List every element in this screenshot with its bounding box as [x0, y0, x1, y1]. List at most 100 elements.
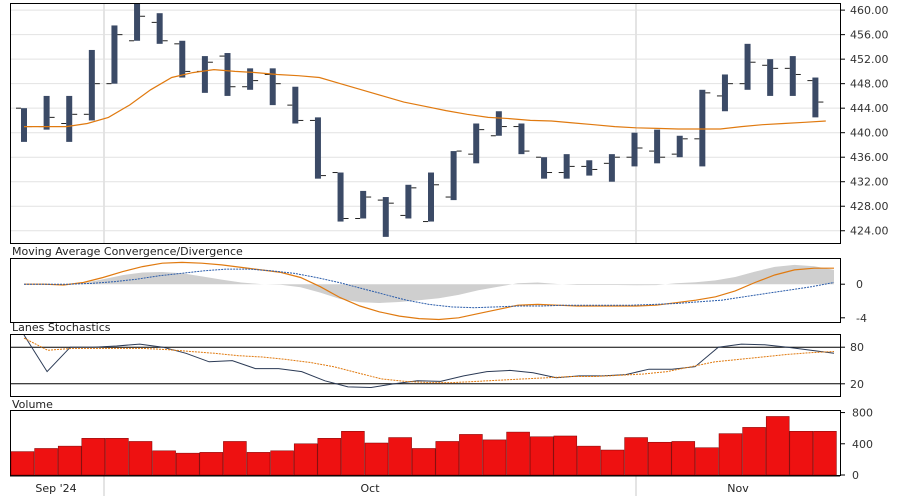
ohlc-bar — [762, 59, 779, 96]
volume-axis-ticks: 0 400 800 — [840, 407, 873, 482]
price-tick-label: 432.00 — [850, 176, 889, 189]
volume-bar — [246, 452, 271, 476]
stoch-panel-frame — [10, 334, 841, 397]
ohlc-bar — [739, 43, 756, 90]
volume-bar — [435, 441, 460, 476]
ohlc-bar — [536, 156, 553, 179]
price-ohlc-bars — [16, 4, 824, 237]
ohlc-bar — [264, 68, 281, 106]
volume-bar — [270, 450, 294, 476]
ohlc-bar — [377, 197, 394, 237]
x-axis-label: Nov — [727, 482, 749, 495]
volume-bar — [671, 441, 696, 476]
macd-axis-ticks: 0 -4 — [840, 278, 867, 325]
stochastics-tick-label: 80 — [850, 341, 864, 354]
ohlc-bar — [423, 172, 439, 223]
x-axis-label: Oct — [360, 482, 380, 495]
ohlc-bar — [400, 184, 417, 219]
price-tick-label: 452.00 — [850, 53, 889, 66]
volume-bar — [789, 431, 814, 476]
ohlc-bar — [83, 49, 100, 121]
volume-bar — [482, 439, 507, 476]
macd-histogram — [24, 264, 834, 303]
volume-bar — [152, 450, 176, 476]
ohlc-bar — [106, 25, 123, 85]
volume-bar — [105, 438, 129, 476]
macd-title: Moving Average Convergence/Divergence — [12, 245, 243, 258]
ohlc-bar — [784, 56, 801, 96]
volume-bar — [742, 427, 766, 476]
stochastics-tick-label: 20 — [850, 378, 864, 391]
volume-bar — [128, 441, 153, 476]
volume-title: Volume — [12, 398, 53, 411]
volume-tick-label: 0 — [852, 469, 859, 482]
ohlc-bar — [626, 132, 643, 167]
stochastics-axis-ticks: 80 20 — [840, 341, 864, 391]
volume-bar — [765, 416, 790, 476]
stochastics-k-line — [23, 334, 835, 389]
macd-signal-line — [24, 268, 835, 309]
price-tick-label: 436.00 — [850, 151, 889, 164]
ohlc-bar — [309, 117, 326, 179]
price-tick-label: 444.00 — [850, 102, 889, 115]
price-tick-label: 424.00 — [850, 225, 889, 238]
ohlc-bar — [61, 95, 78, 142]
volume-bar — [624, 437, 648, 476]
volume-bar — [293, 443, 318, 476]
volume-bar — [813, 431, 837, 476]
price-tick-label: 440.00 — [850, 127, 889, 140]
ohlc-bar — [151, 13, 168, 44]
ohlc-bar — [716, 74, 733, 112]
volume-bar — [553, 435, 578, 476]
price-tick-label: 456.00 — [850, 29, 889, 42]
ohlc-bar — [694, 89, 711, 167]
price-tick-label: 428.00 — [850, 200, 889, 213]
volume-bar — [10, 451, 35, 476]
volume-bar — [388, 437, 412, 476]
ohlc-bar — [445, 150, 462, 201]
price-axis-ticks: 424.00 428.00 432.00 436.00 440.00 444.00 448.… — [840, 4, 889, 238]
ohlc-bar — [332, 172, 349, 222]
volume-bar — [199, 452, 224, 476]
ohlc-bar — [468, 123, 485, 164]
ohlc-bar — [649, 129, 666, 164]
macd-histogram-area — [24, 264, 834, 303]
stochastics-reference-lines — [11, 346, 840, 385]
macd-tick-label: 0 — [856, 278, 863, 291]
volume-bar — [647, 441, 672, 476]
ohlc-bar — [581, 160, 598, 176]
ohlc-bar — [807, 77, 824, 118]
ohlc-bar — [671, 135, 688, 158]
ohlc-bar — [287, 86, 304, 124]
volume-bar — [57, 445, 82, 476]
ohlc-bar — [490, 111, 507, 137]
volume-bar — [317, 438, 342, 476]
ohlc-bar — [355, 190, 372, 219]
moving-average-line — [24, 68, 826, 130]
volume-bar — [718, 433, 743, 476]
vertical-gridlines — [10, 4, 840, 496]
price-tick-label: 460.00 — [850, 4, 889, 17]
volume-bar — [223, 441, 247, 476]
price-tick-label: 448.00 — [850, 78, 889, 91]
ohlc-bar — [242, 68, 259, 90]
volume-bar — [506, 431, 530, 476]
x-axis-label: Sep '24 — [35, 482, 76, 495]
volume-bar — [600, 449, 625, 476]
ohlc-bar — [129, 4, 146, 42]
ohlc-bar — [219, 53, 236, 96]
volume-bar — [34, 448, 58, 476]
volume-bar — [529, 436, 554, 476]
ohlc-bar — [174, 40, 191, 78]
volume-bar — [364, 442, 389, 476]
x-axis-labels: Sep '24 Oct Nov — [35, 482, 749, 495]
volume-bar — [341, 431, 365, 476]
volume-tick-label: 800 — [852, 407, 873, 420]
ohlc-bar — [558, 154, 575, 179]
volume-bar — [577, 445, 601, 476]
ohlc-bar — [513, 123, 530, 155]
volume-bars — [10, 416, 837, 476]
volume-tick-label: 400 — [852, 438, 873, 451]
volume-bar — [695, 447, 719, 476]
